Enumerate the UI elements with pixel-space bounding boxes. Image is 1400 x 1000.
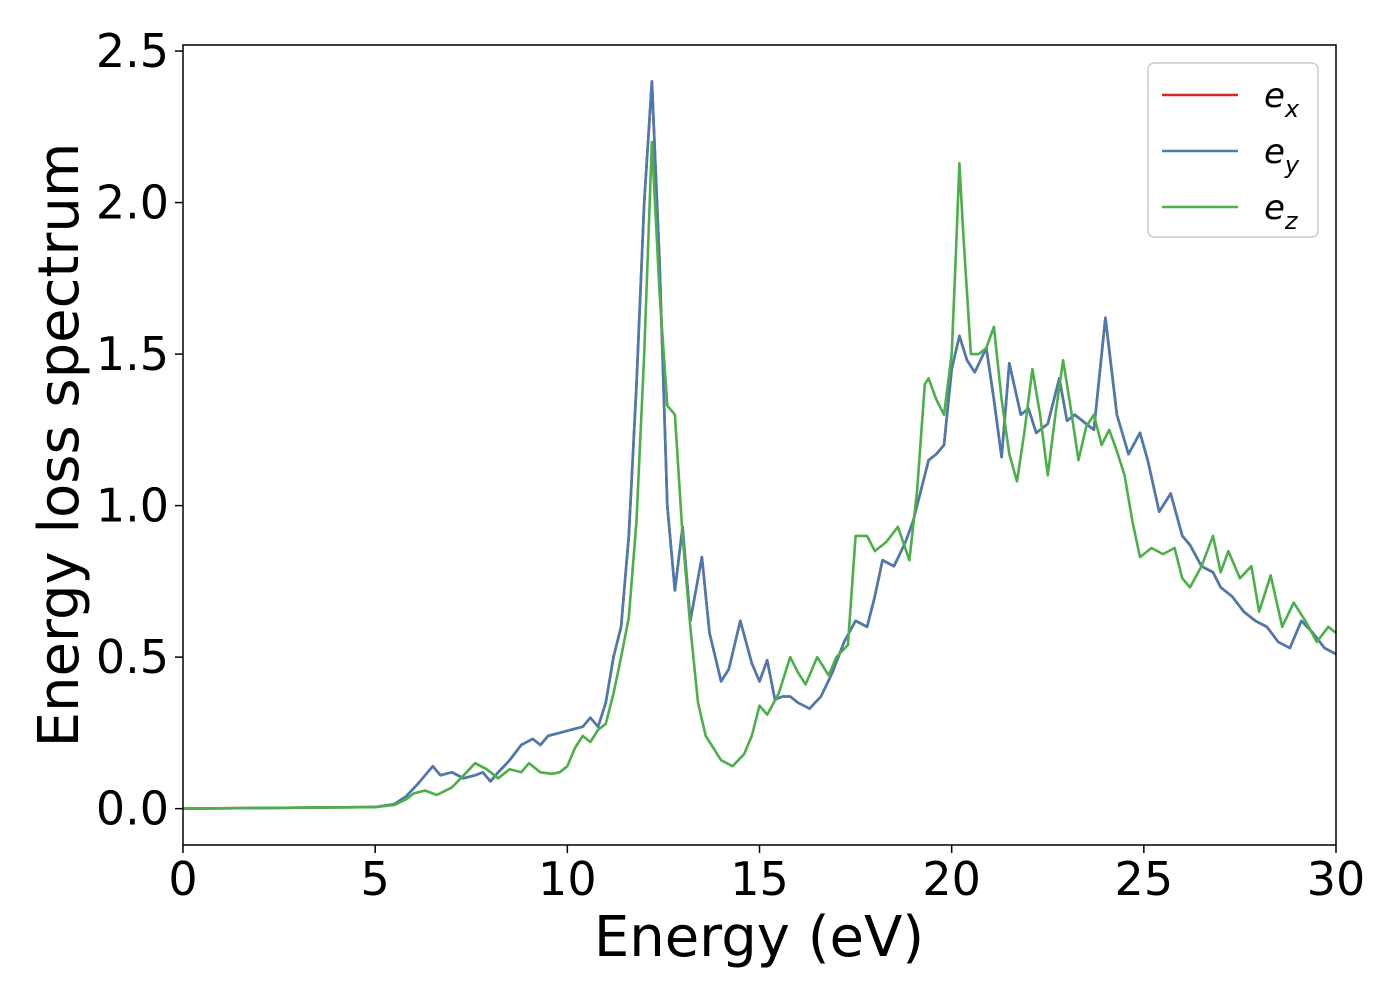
y-axis-ticks: 0.0 0.5 1.0 1.5 2.0 2.5 xyxy=(96,24,183,836)
x-tick-label: 5 xyxy=(361,852,390,906)
x-tick-label: 25 xyxy=(1115,852,1174,906)
y-tick-label: 0.5 xyxy=(96,630,169,684)
x-axis-label: Energy (eV) xyxy=(594,905,924,970)
y-tick-label: 1.0 xyxy=(96,479,169,533)
y-tick-label: 0.0 xyxy=(96,782,169,836)
y-axis-label: Energy loss spectrum xyxy=(27,143,92,748)
x-tick-label: 15 xyxy=(730,852,789,906)
series-line-e-z xyxy=(183,140,1336,810)
legend-label-e-z: ez xyxy=(1264,188,1299,235)
x-tick-label: 20 xyxy=(922,852,981,906)
x-tick-label: 0 xyxy=(168,852,197,906)
legend-label-e-x: ex xyxy=(1264,76,1300,123)
legend: ex ey ez xyxy=(1147,62,1319,238)
series-line-e-y xyxy=(183,80,1336,810)
legend-label-e-y: ey xyxy=(1264,132,1300,179)
y-tick-label: 2.5 xyxy=(96,24,169,78)
x-axis-ticks: 0 5 10 15 20 25 30 xyxy=(168,845,1365,906)
y-tick-label: 2.0 xyxy=(96,176,169,230)
x-tick-label: 10 xyxy=(538,852,597,906)
y-tick-label: 1.5 xyxy=(96,327,169,381)
series-layer xyxy=(183,80,1336,810)
x-tick-label: 30 xyxy=(1307,852,1366,906)
